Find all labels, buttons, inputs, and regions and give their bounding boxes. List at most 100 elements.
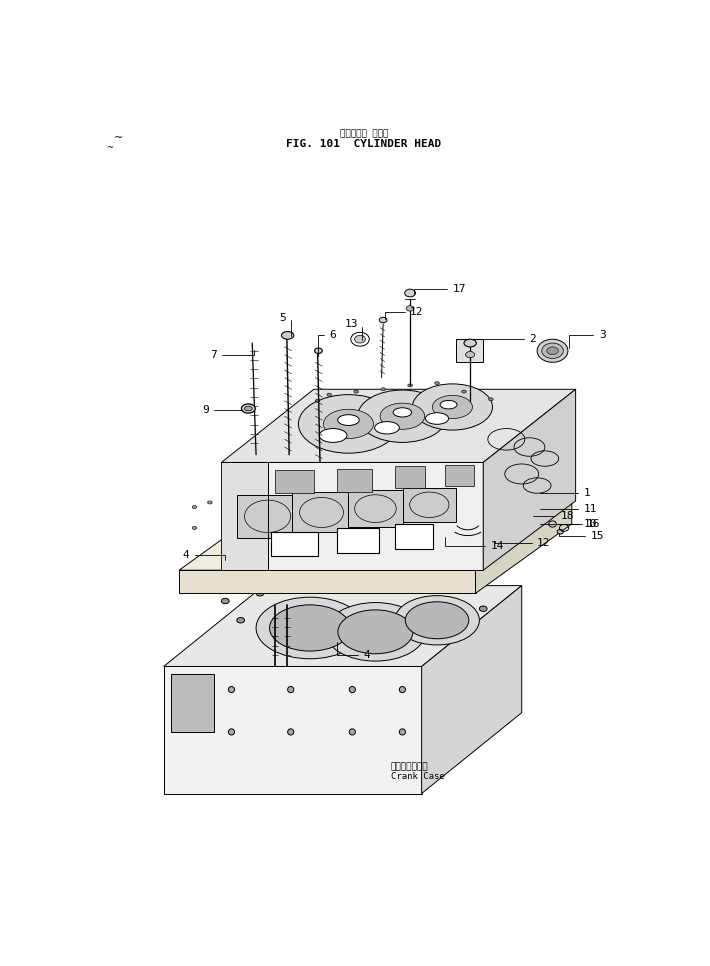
Ellipse shape xyxy=(250,497,255,500)
Ellipse shape xyxy=(408,384,413,387)
Ellipse shape xyxy=(270,605,351,651)
Ellipse shape xyxy=(255,515,334,561)
Ellipse shape xyxy=(393,408,412,417)
Ellipse shape xyxy=(349,728,356,735)
Text: Crank Case: Crank Case xyxy=(391,772,444,781)
Text: 4: 4 xyxy=(337,642,371,660)
Text: 18: 18 xyxy=(533,511,574,522)
Ellipse shape xyxy=(288,728,294,735)
Polygon shape xyxy=(317,509,356,527)
Ellipse shape xyxy=(338,610,413,654)
Polygon shape xyxy=(403,488,456,522)
Polygon shape xyxy=(179,570,476,593)
Ellipse shape xyxy=(325,510,403,554)
Polygon shape xyxy=(387,535,414,546)
Ellipse shape xyxy=(229,687,234,693)
Ellipse shape xyxy=(315,348,322,354)
Ellipse shape xyxy=(432,395,472,418)
Text: 3: 3 xyxy=(569,330,606,348)
Text: 15: 15 xyxy=(559,530,604,541)
Ellipse shape xyxy=(241,404,256,413)
Ellipse shape xyxy=(531,509,535,512)
Ellipse shape xyxy=(192,505,197,509)
Ellipse shape xyxy=(485,530,489,533)
Ellipse shape xyxy=(320,429,347,442)
Ellipse shape xyxy=(464,339,476,347)
Text: クランクケース: クランクケース xyxy=(391,763,428,772)
Ellipse shape xyxy=(413,384,493,430)
Polygon shape xyxy=(171,674,214,732)
Ellipse shape xyxy=(237,617,244,623)
Text: 17: 17 xyxy=(414,284,466,295)
Text: 16: 16 xyxy=(558,519,601,529)
Ellipse shape xyxy=(466,352,475,357)
Ellipse shape xyxy=(489,534,493,537)
Polygon shape xyxy=(337,469,371,492)
Text: 6: 6 xyxy=(317,330,336,355)
Text: 9: 9 xyxy=(202,405,241,415)
Ellipse shape xyxy=(435,382,439,384)
Ellipse shape xyxy=(462,390,466,393)
Polygon shape xyxy=(348,490,403,527)
Ellipse shape xyxy=(399,687,405,693)
Text: 12: 12 xyxy=(495,538,551,549)
Ellipse shape xyxy=(405,602,469,639)
Polygon shape xyxy=(164,585,522,667)
Ellipse shape xyxy=(488,398,493,401)
Ellipse shape xyxy=(406,305,414,311)
Polygon shape xyxy=(476,501,572,593)
Ellipse shape xyxy=(256,590,264,596)
Ellipse shape xyxy=(358,390,447,442)
Polygon shape xyxy=(457,339,484,362)
Ellipse shape xyxy=(338,414,359,425)
Ellipse shape xyxy=(324,410,373,439)
Text: ~: ~ xyxy=(106,143,113,152)
Text: 12: 12 xyxy=(385,307,424,320)
Ellipse shape xyxy=(256,597,364,659)
Text: ~: ~ xyxy=(114,133,123,143)
Text: 7: 7 xyxy=(210,350,253,359)
Ellipse shape xyxy=(207,501,212,504)
Polygon shape xyxy=(293,493,351,532)
Polygon shape xyxy=(164,667,422,793)
Ellipse shape xyxy=(315,399,320,403)
Polygon shape xyxy=(484,389,576,570)
Ellipse shape xyxy=(244,407,252,411)
Ellipse shape xyxy=(312,492,316,495)
Ellipse shape xyxy=(380,403,425,429)
Text: 2: 2 xyxy=(484,334,536,348)
Ellipse shape xyxy=(425,412,449,424)
Ellipse shape xyxy=(375,421,399,434)
Polygon shape xyxy=(237,495,298,538)
Polygon shape xyxy=(444,505,484,520)
Polygon shape xyxy=(222,463,484,570)
Text: 10: 10 xyxy=(540,519,597,529)
Ellipse shape xyxy=(349,687,356,693)
Polygon shape xyxy=(422,585,522,793)
Ellipse shape xyxy=(549,521,557,527)
Ellipse shape xyxy=(520,515,524,518)
Ellipse shape xyxy=(537,339,568,362)
Text: 4: 4 xyxy=(183,550,225,560)
Ellipse shape xyxy=(281,331,294,339)
Ellipse shape xyxy=(381,488,386,491)
Text: 11: 11 xyxy=(540,503,597,514)
Text: 13: 13 xyxy=(344,319,361,340)
Polygon shape xyxy=(337,527,379,554)
Ellipse shape xyxy=(381,387,386,391)
Text: 14: 14 xyxy=(444,537,504,551)
Ellipse shape xyxy=(479,606,487,611)
Ellipse shape xyxy=(395,596,479,645)
Ellipse shape xyxy=(493,536,497,539)
Polygon shape xyxy=(229,516,275,535)
Polygon shape xyxy=(395,524,433,549)
Ellipse shape xyxy=(354,390,359,393)
Ellipse shape xyxy=(327,393,332,396)
Ellipse shape xyxy=(440,401,457,409)
Polygon shape xyxy=(444,465,474,486)
Ellipse shape xyxy=(557,529,563,534)
Polygon shape xyxy=(225,546,252,556)
Ellipse shape xyxy=(222,598,229,604)
Text: 1: 1 xyxy=(540,488,590,498)
Text: FIG. 101  CYLINDER HEAD: FIG. 101 CYLINDER HEAD xyxy=(286,139,442,149)
